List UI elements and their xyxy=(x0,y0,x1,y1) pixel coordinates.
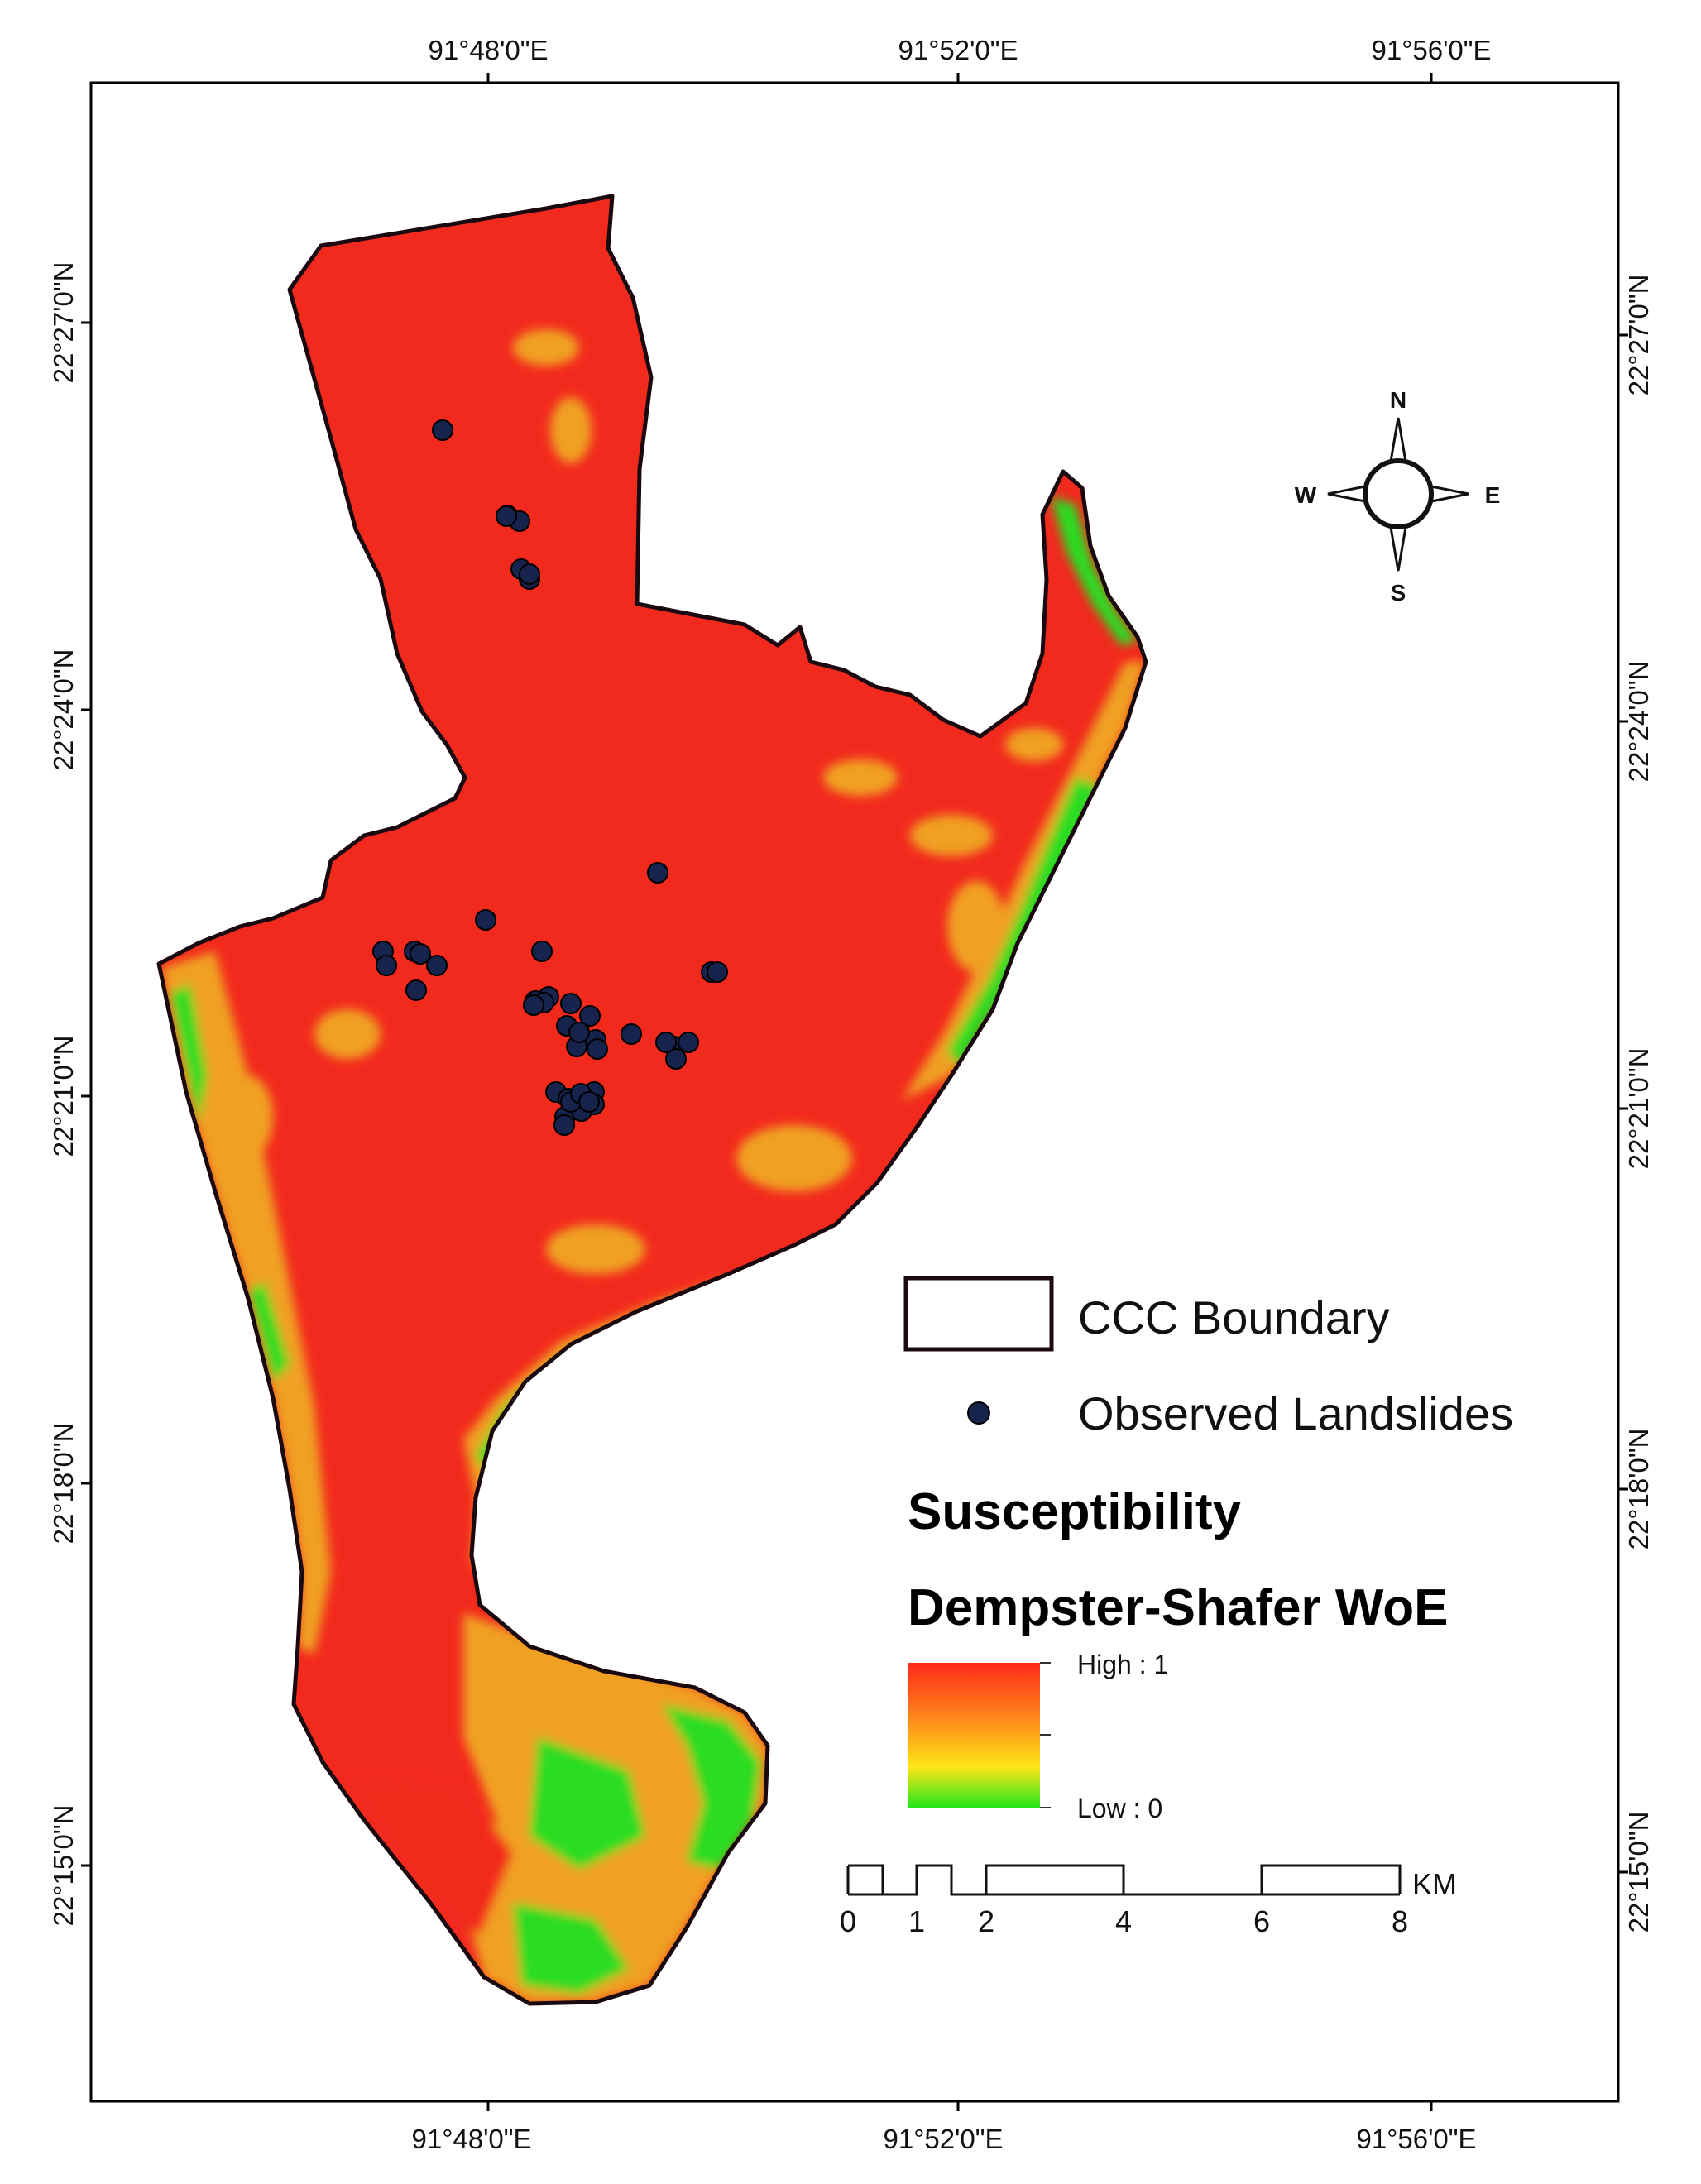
lon-label-top-2: 91°52'0"E xyxy=(898,35,1018,65)
landslide-point xyxy=(496,505,517,527)
landslide-point xyxy=(426,955,448,976)
compass-s: S xyxy=(1391,580,1406,606)
landslide-point xyxy=(376,955,397,976)
legend-color-ramp xyxy=(908,1663,1040,1808)
scale-tick-6: 6 xyxy=(1253,1904,1270,1938)
scale-tick-8: 8 xyxy=(1392,1904,1408,1938)
map-legend: CCC Boundary Observed Landslides Suscept… xyxy=(903,1276,1513,1823)
lat-label-left-3: 22°21'0"N xyxy=(48,1036,79,1157)
scale-tick-2: 2 xyxy=(978,1904,994,1938)
landslide-point xyxy=(560,993,582,1014)
landslide-point xyxy=(707,961,728,983)
scale-unit: KM xyxy=(1412,1867,1457,1901)
landslide-point xyxy=(655,1032,677,1053)
landslide-point xyxy=(587,1038,608,1060)
scale-tick-0: 0 xyxy=(840,1904,856,1938)
legend-high-label: High : 1 xyxy=(1077,1650,1168,1679)
lat-label-left-2: 22°24'0"N xyxy=(48,649,79,771)
compass-w: W xyxy=(1295,482,1317,508)
landslide-point xyxy=(531,941,553,962)
landslide-point xyxy=(519,563,540,585)
landslide-point xyxy=(568,1022,590,1043)
landslide-point xyxy=(405,979,427,1001)
landslide-point xyxy=(678,1032,699,1053)
legend-title-line2: Dempster-Shafer WoE xyxy=(908,1579,1448,1636)
landslide-points xyxy=(372,419,728,1136)
landslide-point xyxy=(432,419,453,441)
lat-label-right-5: 22°15'0"N xyxy=(1623,1812,1654,1933)
legend-title-line1: Susceptibility xyxy=(908,1483,1242,1540)
lon-label-bottom-3: 91°56'0"E xyxy=(1357,2124,1477,2154)
map-frame xyxy=(89,81,1620,2103)
landslide-point xyxy=(578,1091,600,1113)
landslide-point xyxy=(475,909,496,931)
north-arrow-icon: N S W E xyxy=(1295,387,1501,606)
graticule-ticks xyxy=(81,73,1628,2111)
legend-boundary-label: CCC Boundary xyxy=(1078,1291,1390,1343)
scale-bar: 0 1 2 4 6 8 KM xyxy=(840,1864,1457,1938)
landslide-point xyxy=(647,862,668,884)
landslide-point xyxy=(553,1114,575,1136)
lon-label-top-1: 91°48'0"E xyxy=(429,35,549,65)
lon-label-bottom-2: 91°52'0"E xyxy=(884,2124,1004,2154)
lat-label-right-2: 22°24'0"N xyxy=(1623,661,1654,783)
lat-label-left-5: 22°15'0"N xyxy=(48,1805,79,1927)
compass-e: E xyxy=(1485,482,1501,508)
lat-label-right-4: 22°18'0"N xyxy=(1623,1429,1654,1550)
lat-label-left-1: 22°27'0"N xyxy=(48,262,79,384)
scale-tick-1: 1 xyxy=(908,1904,925,1938)
landslide-point xyxy=(410,943,431,965)
legend-boundary-swatch xyxy=(903,1276,1054,1352)
legend-low-label: Low : 0 xyxy=(1077,1794,1162,1823)
landslide-point xyxy=(579,1005,601,1027)
legend-landslides-label: Observed Landslides xyxy=(1078,1387,1513,1439)
scale-tick-4: 4 xyxy=(1115,1904,1132,1938)
lat-label-right-1: 22°27'0"N xyxy=(1623,275,1654,396)
landslide-point xyxy=(523,994,544,1016)
lon-label-bottom-1: 91°48'0"E xyxy=(412,2124,532,2154)
compass-n: N xyxy=(1390,387,1406,413)
lat-label-right-3: 22°21'0"N xyxy=(1623,1048,1654,1170)
landslide-point xyxy=(665,1048,687,1070)
lon-label-top-3: 91°56'0"E xyxy=(1372,35,1492,65)
legend-landslide-symbol xyxy=(967,1401,990,1425)
lat-label-left-4: 22°18'0"N xyxy=(48,1423,79,1545)
landslide-point xyxy=(621,1023,642,1045)
